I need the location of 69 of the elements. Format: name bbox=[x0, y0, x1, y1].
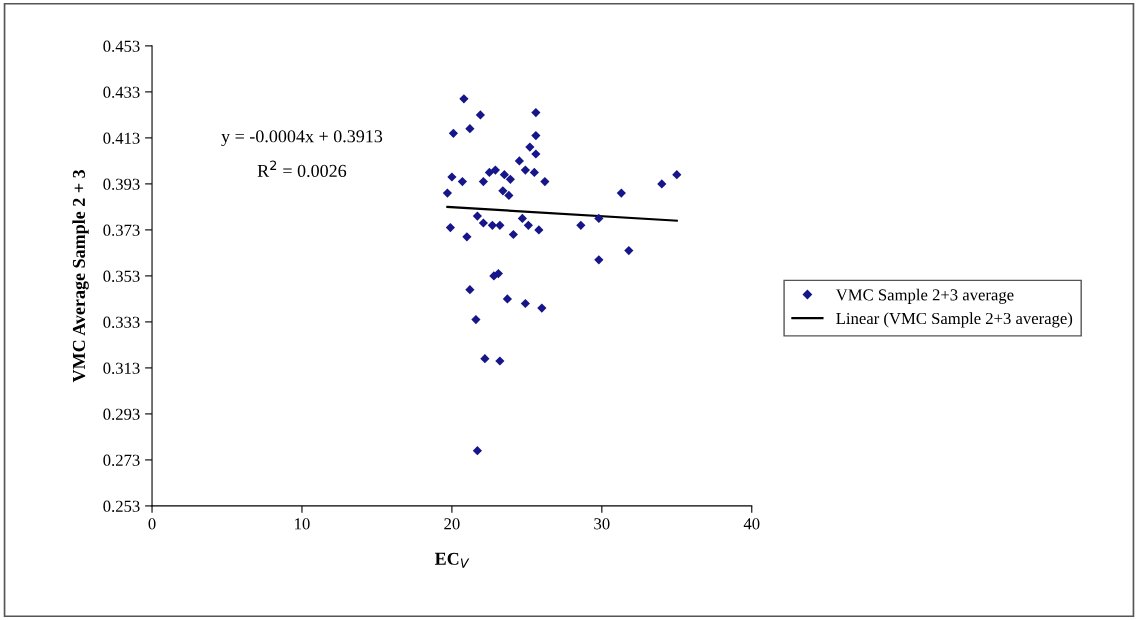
point bbox=[502, 294, 512, 304]
y-tick-label: 0.373 bbox=[103, 224, 140, 236]
point bbox=[478, 176, 488, 187]
point bbox=[480, 354, 490, 364]
point bbox=[657, 179, 667, 189]
annotation: y = -0.0004x + 0.3913 bbox=[221, 130, 383, 147]
point bbox=[478, 218, 488, 228]
point bbox=[517, 213, 527, 223]
x-tick-label: 0 bbox=[148, 518, 156, 530]
point bbox=[508, 229, 518, 240]
point bbox=[520, 165, 530, 175]
point bbox=[520, 298, 530, 309]
y-tick-label: 0.313 bbox=[103, 362, 140, 374]
point bbox=[465, 124, 475, 134]
point bbox=[498, 186, 508, 196]
point bbox=[531, 107, 541, 118]
point bbox=[540, 176, 550, 187]
point bbox=[594, 255, 604, 265]
point bbox=[471, 315, 481, 325]
x-axis-title: EC$_{V}$ bbox=[434, 552, 470, 568]
point bbox=[505, 174, 515, 184]
point bbox=[534, 225, 544, 235]
point bbox=[495, 220, 505, 230]
point bbox=[531, 149, 541, 159]
x-tick-label: 40 bbox=[743, 518, 760, 530]
point bbox=[484, 167, 494, 177]
point bbox=[525, 142, 535, 152]
y-tick-label: 0.413 bbox=[103, 132, 140, 144]
point bbox=[594, 213, 604, 223]
y-tick-label: 0.273 bbox=[103, 454, 140, 466]
point bbox=[459, 94, 469, 104]
legend-label: VMC Sample 2+3 average bbox=[835, 288, 1014, 304]
y-tick-label: 0.433 bbox=[103, 86, 140, 98]
point bbox=[447, 172, 457, 182]
point bbox=[523, 220, 533, 230]
point bbox=[576, 220, 586, 230]
point bbox=[472, 211, 482, 221]
point bbox=[475, 110, 485, 120]
x-tick-label: 10 bbox=[295, 518, 310, 530]
point bbox=[537, 303, 547, 313]
point bbox=[490, 165, 500, 175]
point bbox=[462, 232, 472, 242]
x-tick-label: 30 bbox=[594, 518, 610, 530]
point bbox=[514, 156, 524, 166]
point bbox=[616, 188, 626, 198]
point bbox=[442, 188, 453, 198]
y-tick-label: 0.253 bbox=[103, 500, 140, 512]
point bbox=[472, 446, 482, 456]
y-tick-label: 0.353 bbox=[103, 270, 140, 282]
y-tick-label: 0.393 bbox=[103, 178, 140, 190]
annotation: R$^{2}$ = 0.0026 bbox=[257, 160, 347, 178]
point bbox=[445, 222, 456, 233]
x-tick-label: 20 bbox=[444, 518, 460, 530]
point bbox=[531, 130, 541, 141]
y-axis-title: VMC Average Sample 2 + 3 bbox=[72, 169, 89, 383]
y-tick-label: 0.453 bbox=[103, 40, 140, 52]
point bbox=[465, 285, 475, 295]
point bbox=[672, 170, 682, 180]
point bbox=[529, 167, 539, 177]
point bbox=[457, 176, 467, 187]
y-tick-label: 0.333 bbox=[103, 316, 140, 328]
point bbox=[504, 190, 514, 200]
point bbox=[495, 356, 505, 366]
legend-label: Linear (VMC Sample 2+3 average) bbox=[836, 312, 1073, 328]
point bbox=[487, 220, 497, 230]
y-tick-label: 0.293 bbox=[103, 408, 140, 420]
point bbox=[448, 128, 459, 138]
point bbox=[624, 245, 634, 256]
point bbox=[499, 170, 509, 180]
